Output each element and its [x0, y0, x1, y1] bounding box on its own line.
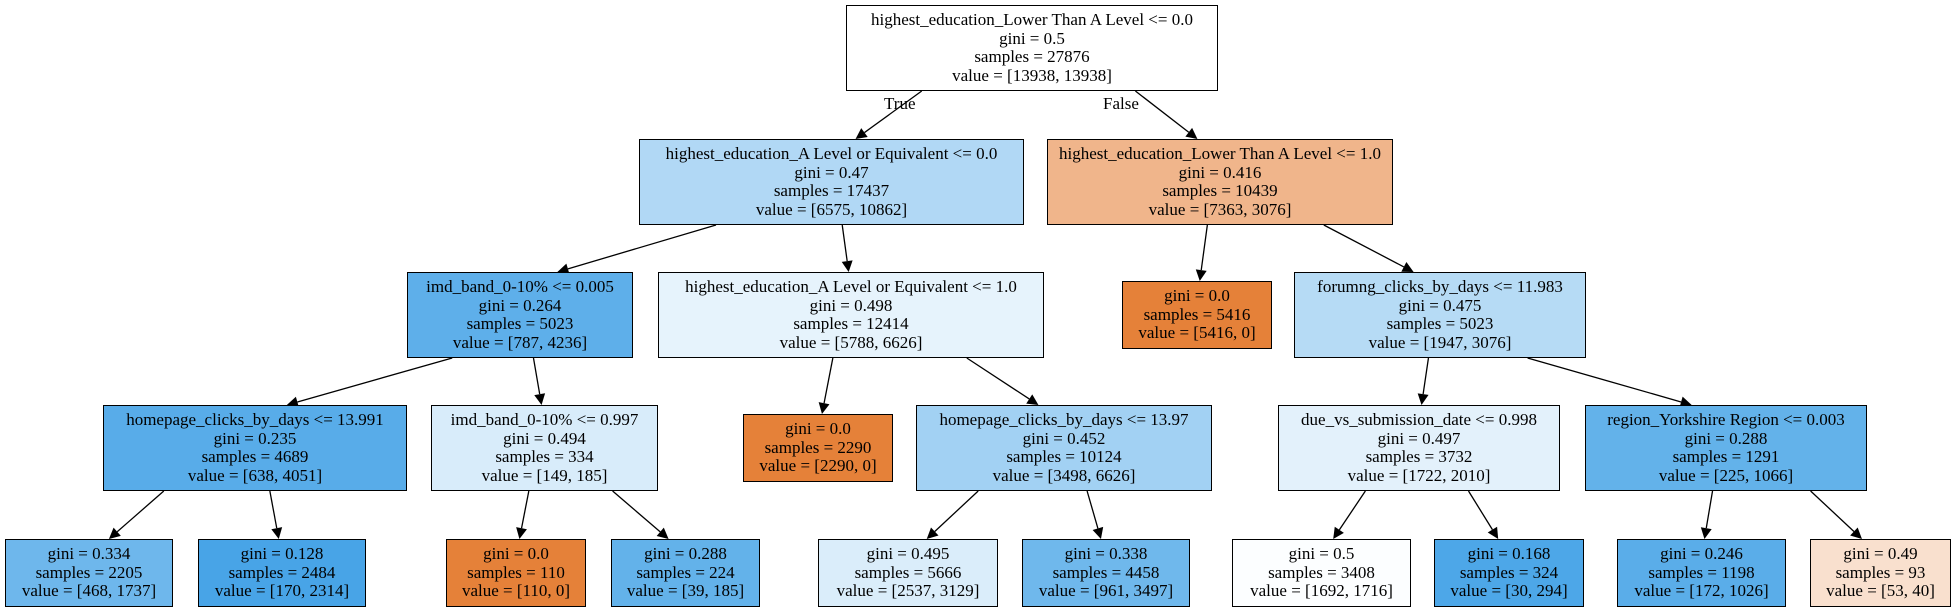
arrowhead-icon [108, 527, 121, 539]
tree-edge-line [520, 490, 530, 529]
tree-node-a-level-split: highest_education_A Level or Equivalent … [639, 139, 1024, 225]
arrowhead-icon [841, 260, 853, 272]
tree-edge-line [567, 224, 717, 270]
tree-edge-line [823, 357, 834, 404]
arrowhead-icon [534, 393, 546, 405]
arrowhead-icon [271, 527, 283, 539]
tree-edge-line [841, 224, 848, 262]
arrowhead-icon [1185, 127, 1198, 139]
tree-node-leaf: gini = 0.49 samples = 93 value = [53, 40] [1810, 539, 1951, 607]
tree-edge-line [116, 490, 165, 533]
arrowhead-icon [1417, 393, 1429, 405]
tree-edge-line [934, 490, 979, 532]
edge-label-true: True [884, 94, 916, 113]
tree-node-leaf: gini = 0.168 samples = 324 value = [30, 29… [1434, 539, 1584, 607]
tree-node-leaf: gini = 0.334 samples = 2205 value = [468, … [5, 539, 173, 607]
tree-edge-line [297, 357, 453, 403]
tree-node-imd-band-split: imd_band_0-10% <= 0.005 gini = 0.264 sampl… [407, 272, 633, 358]
tree-edge-line [966, 357, 1030, 400]
tree-edge-line [1810, 490, 1855, 532]
arrowhead-icon [818, 402, 830, 414]
tree-node-leaf: gini = 0.338 samples = 4458 value = [961, … [1022, 539, 1190, 607]
tree-node-leaf: gini = 0.5 samples = 3408 value = [1692, 1… [1232, 539, 1411, 607]
tree-node-leaf: gini = 0.288 samples = 224 value = [39, 18… [611, 539, 760, 607]
tree-edge-line [1705, 490, 1714, 529]
tree-node-homepage-split: homepage_clicks_by_days <= 13.991 gini = … [103, 405, 407, 491]
tree-edge-line [1323, 224, 1405, 268]
edge-label-false: False [1103, 94, 1139, 113]
tree-node-leaf: gini = 0.0 samples = 2290 value = [2290, 0… [743, 414, 893, 482]
arrowhead-icon [926, 527, 939, 539]
tree-node-leaf: gini = 0.495 samples = 5666 value = [2537,… [818, 539, 998, 607]
tree-edge-line [1338, 490, 1366, 531]
arrowhead-icon [1700, 527, 1712, 539]
arrowhead-icon [1850, 527, 1862, 539]
tree-node-due-vs-submission-split: due_vs_submission_date <= 0.998 gini = 0.… [1278, 405, 1560, 491]
arrowhead-icon [516, 527, 527, 539]
arrowhead-icon [286, 396, 299, 408]
tree-edge-line [1086, 490, 1099, 529]
tree-node-imd-band-split-2: imd_band_0-10% <= 0.997 gini = 0.494 sampl… [431, 405, 658, 491]
tree-edge-line [1422, 357, 1430, 395]
tree-node-region-split: region_Yorkshire Region <= 0.003 gini = 0… [1585, 405, 1867, 491]
tree-node-leaf: gini = 0.0 samples = 5416 value = [5416, 0… [1122, 281, 1272, 349]
tree-edge-line [269, 490, 278, 529]
tree-node-leaf: gini = 0.246 samples = 1198 value = [172, … [1617, 539, 1786, 607]
tree-node-forumng-split: forumng_clicks_by_days <= 11.983 gini = 0… [1294, 272, 1586, 358]
tree-edge-line [1527, 357, 1682, 403]
arrowhead-icon [656, 527, 669, 539]
tree-node-a-level-split-2: highest_education_A Level or Equivalent … [658, 272, 1044, 358]
tree-node-lower-than-a-level-split: highest_education_Lower Than A Level <= … [1047, 139, 1393, 225]
tree-edge-line [1467, 490, 1493, 530]
tree-node-leaf: gini = 0.0 samples = 110 value = [110, 0] [446, 539, 586, 607]
tree-node-leaf: gini = 0.128 samples = 2484 value = [170, … [198, 539, 366, 607]
tree-edge-line [1135, 90, 1190, 133]
tree-edge-line [1200, 224, 1208, 271]
arrowhead-icon [1401, 262, 1414, 272]
arrowhead-icon [1026, 394, 1039, 405]
arrowhead-icon [1092, 526, 1104, 539]
arrowhead-icon [855, 128, 868, 139]
arrowhead-icon [557, 263, 570, 275]
tree-edge-line [864, 90, 923, 134]
tree-node-homepage-split-2: homepage_clicks_by_days <= 13.97 gini = 0… [916, 405, 1212, 491]
arrowhead-icon [1487, 526, 1499, 539]
tree-edge-line [612, 490, 661, 533]
arrowhead-icon [1195, 269, 1207, 281]
tree-node-root: highest_education_Lower Than A Level <= … [846, 5, 1218, 91]
arrowhead-icon [1679, 396, 1692, 408]
arrowhead-icon [1333, 526, 1344, 539]
tree-edge-line [532, 357, 541, 395]
